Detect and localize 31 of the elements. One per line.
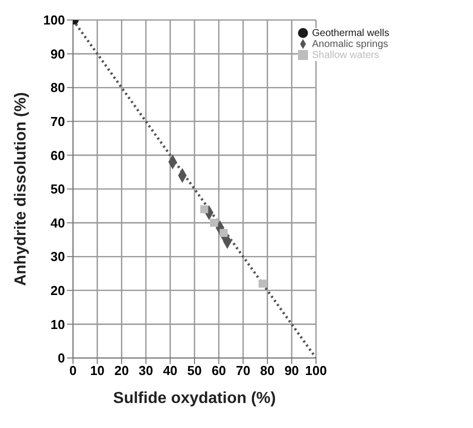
- x-tick-label: 0: [69, 363, 77, 378]
- x-tick-label: 30: [138, 363, 154, 378]
- y-tick-label: 0: [58, 350, 65, 366]
- legend-label: Geothermal wells: [312, 28, 390, 39]
- x-tick-label: 40: [162, 363, 178, 378]
- point: [258, 280, 267, 288]
- x-tick-label: 10: [90, 363, 105, 378]
- y-tick-label: 10: [50, 316, 65, 332]
- x-tick-label: 80: [260, 363, 275, 378]
- point: [200, 205, 208, 214]
- y-tick-label: 50: [50, 182, 65, 197]
- x-tick-label: 50: [187, 363, 202, 378]
- point: [220, 228, 228, 237]
- x-tick-label: 60: [212, 363, 226, 378]
- y-tick-label: 60: [50, 148, 65, 163]
- x-axis-title: Sulfide oxydation (%): [113, 390, 276, 407]
- y-tick-label: 30: [50, 249, 65, 264]
- y-tick-label: 40: [50, 215, 65, 230]
- x-tick-label: 100: [305, 363, 327, 378]
- y-tick-label: 90: [50, 46, 65, 62]
- y-tick-label: 70: [50, 114, 65, 130]
- legend-label: Anomalic springs: [312, 39, 388, 50]
- y-tick-label: 80: [50, 80, 65, 96]
- y-axis-title: Anhydrite dissolution (%): [12, 92, 30, 286]
- legend-label: Shallow waters: [312, 50, 380, 61]
- point: [210, 218, 218, 227]
- y-tick-label: 20: [50, 283, 65, 298]
- x-tick-label: 20: [114, 363, 129, 378]
- x-tick-label: 70: [236, 363, 250, 378]
- y-tick-label: 100: [43, 12, 65, 28]
- x-tick-label: 90: [284, 363, 299, 378]
